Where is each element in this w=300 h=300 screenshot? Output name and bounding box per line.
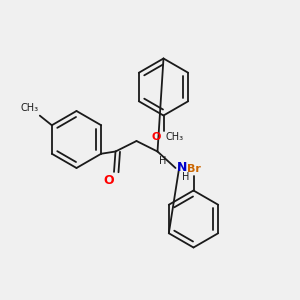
Text: O: O bbox=[103, 174, 114, 187]
Text: N: N bbox=[177, 160, 187, 174]
Text: H: H bbox=[182, 172, 190, 182]
Text: CH₃: CH₃ bbox=[165, 132, 183, 142]
Text: Br: Br bbox=[187, 164, 200, 174]
Text: O: O bbox=[151, 132, 160, 142]
Text: CH₃: CH₃ bbox=[20, 103, 38, 113]
Text: H: H bbox=[159, 156, 167, 166]
